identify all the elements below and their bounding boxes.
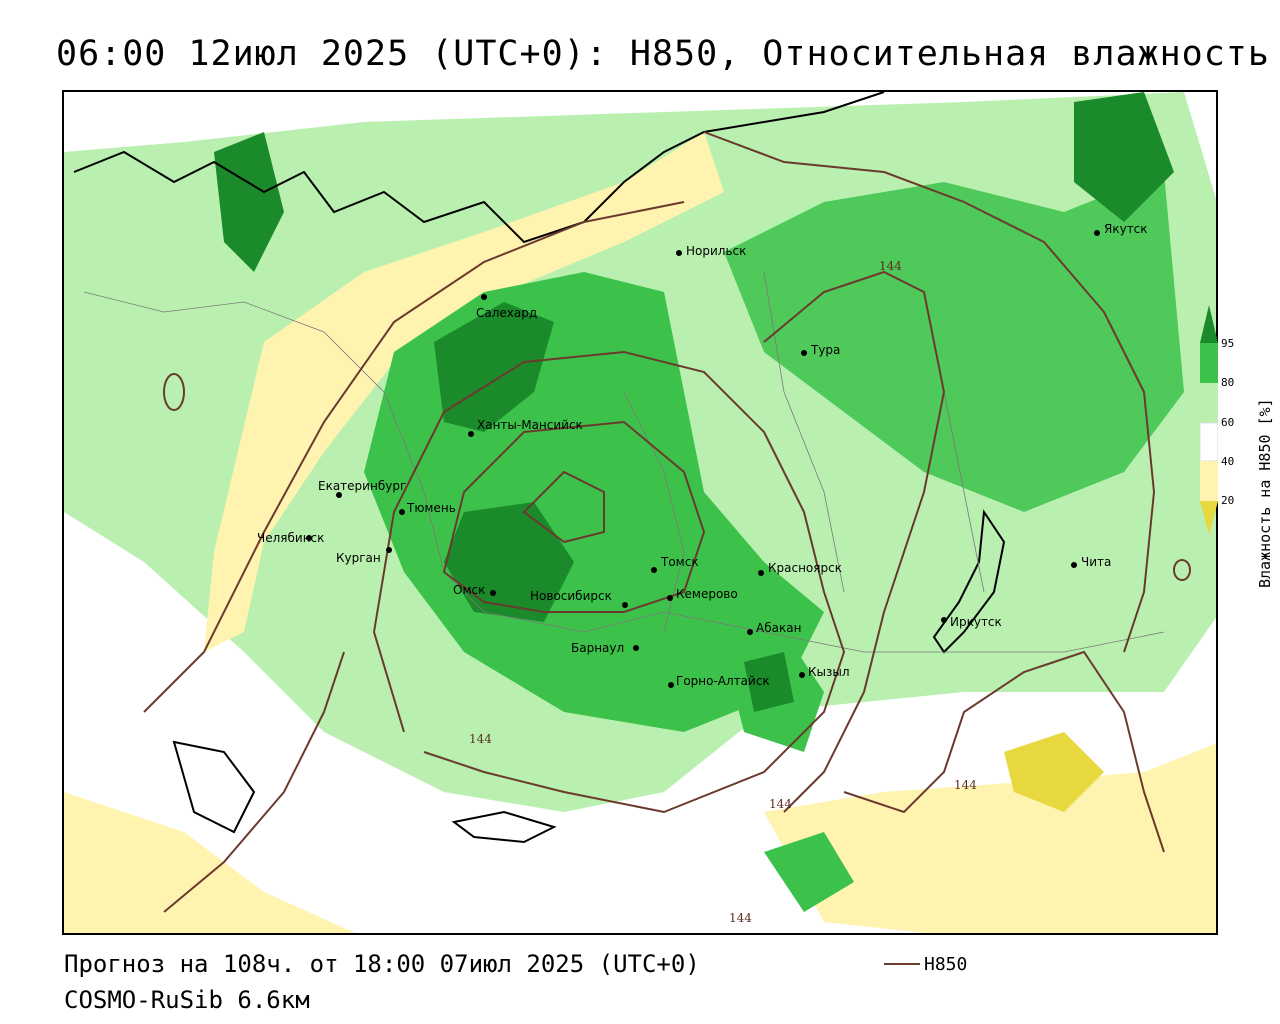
svg-text:Кемерово: Кемерово	[676, 587, 738, 601]
colorbar-title: Влажность на H850 [%]	[1256, 398, 1274, 588]
svg-text:Тюмень: Тюмень	[406, 501, 456, 515]
map-area: 144 144 144 144 144 Норильск Якутск Сале…	[62, 90, 1218, 935]
svg-text:Кызыл: Кызыл	[808, 665, 850, 679]
city-barnaul: Барнаул	[571, 641, 639, 655]
h850-contour-east	[763, 270, 946, 813]
colorbar	[1199, 305, 1219, 535]
forecast-info: Прогноз на 108ч. от 18:00 07июл 2025 (UT…	[64, 950, 700, 978]
city-kurgan: Курган	[336, 547, 392, 565]
humidity-area-80-far-south	[764, 832, 854, 912]
dry-area-southeast	[764, 743, 1216, 933]
colorbar-tick-40: 40	[1221, 455, 1235, 468]
city-abakan: Абакан	[747, 621, 801, 635]
city-yekaterinburg: Екатеринбург	[318, 479, 406, 498]
svg-text:Норильск: Норильск	[686, 244, 746, 258]
colorbar-tick-80: 80	[1221, 376, 1235, 389]
city-krasnoyarsk: Красноярск	[758, 561, 842, 576]
dry-area-southwest	[64, 792, 356, 933]
svg-text:Новосибирск: Новосибирск	[530, 589, 612, 603]
humidity-area-95-northwest	[214, 132, 284, 272]
colorbar-tick-20: 20	[1221, 494, 1235, 507]
svg-text:Красноярск: Красноярск	[768, 561, 842, 575]
colorbar-tick-95: 95	[1221, 337, 1235, 350]
svg-text:Омск: Омск	[453, 583, 485, 597]
colorbar-segment-40	[1200, 461, 1218, 501]
arctic-coastline	[73, 92, 885, 244]
h850-contour-north	[703, 131, 1156, 653]
colorbar-segment-50	[1199, 422, 1219, 462]
contour-label-4: 144	[954, 778, 977, 792]
contour-label-2: 144	[469, 732, 492, 746]
h850-contour-inner	[442, 420, 706, 613]
city-kyzyl: Кызыл	[799, 665, 850, 679]
colorbar-segment-80	[1200, 343, 1218, 383]
h850-contour-ring	[372, 350, 846, 814]
colorbar-segment-60	[1200, 383, 1218, 423]
svg-text:Ханты-Мансийск: Ханты-Мансийск	[477, 418, 583, 432]
city-gorno-altaysk: Горно-Алтайск	[668, 674, 770, 688]
h850-contour-southeast	[843, 650, 1165, 853]
svg-text:Чита: Чита	[1081, 555, 1111, 569]
dry-core-east	[1004, 732, 1104, 812]
balkhash-coast	[451, 810, 557, 844]
colorbar-tick-60: 60	[1221, 416, 1235, 429]
city-tura: Тура	[801, 343, 840, 357]
contour-label-5: 144	[729, 911, 752, 925]
city-tomsk: Томск	[651, 555, 699, 573]
h850-contour-low	[522, 470, 605, 544]
city-kemerovo: Кемерово	[667, 587, 738, 601]
model-name: COSMO-RuSib 6.6км	[64, 986, 310, 1014]
city-norilsk: Норильск	[676, 244, 746, 258]
h850-contour-west	[143, 201, 685, 713]
humidity-map: 144 144 144 144 144 Норильск Якутск Сале…	[64, 92, 1216, 933]
region-borders	[83, 291, 1165, 653]
h850-contour-southwest	[163, 651, 345, 913]
city-salekhard: Салехард	[476, 294, 537, 320]
svg-text:Челябинск: Челябинск	[257, 531, 324, 545]
svg-text:Тура: Тура	[810, 343, 840, 357]
svg-text:Абакан: Абакан	[756, 621, 801, 635]
humidity-area-95-northeast	[1074, 92, 1174, 222]
svg-text:Барнаул: Барнаул	[571, 641, 624, 655]
svg-text:Томск: Томск	[660, 555, 699, 569]
colorbar-bottom-arrow	[1200, 501, 1218, 535]
city-omsk: Омск	[453, 583, 496, 597]
colorbar-top-arrow	[1200, 305, 1218, 343]
humidity-area-95-center	[444, 502, 574, 622]
contour-label-1: 144	[879, 259, 902, 273]
city-chita: Чита	[1071, 555, 1111, 569]
chart-title: 06:00 12июл 2025 (UTC+0): H850, Относите…	[56, 34, 1270, 74]
city-chelyabinsk: Челябинск	[257, 531, 324, 545]
svg-text:Салехард: Салехард	[476, 306, 537, 320]
legend-contour-label: H850	[924, 954, 968, 975]
city-irkutsk: Иркутск	[941, 615, 1002, 629]
humidity-area-95-altai	[744, 652, 794, 712]
svg-text:Иркутск: Иркутск	[950, 615, 1002, 629]
contour-label-3: 144	[769, 797, 792, 811]
h850-contour-small-1	[163, 373, 185, 411]
city-khanty-mansiysk: Ханты-Мансийск	[468, 418, 583, 437]
svg-text:Якутск: Якутск	[1104, 222, 1148, 236]
h850-contour-small-2	[1173, 559, 1191, 581]
city-novosibirsk: Новосибирск	[530, 589, 628, 608]
caspian-coast	[172, 740, 256, 834]
legend-contour-line	[884, 963, 920, 965]
svg-text:Екатеринбург: Екатеринбург	[318, 479, 406, 493]
svg-text:Курган: Курган	[336, 551, 381, 565]
svg-text:Горно-Алтайск: Горно-Алтайск	[676, 674, 770, 688]
city-tyumen: Тюмень	[399, 501, 456, 515]
humidity-area-80-north	[724, 172, 1184, 512]
dry-band-west	[204, 132, 724, 652]
city-yakutsk: Якутск	[1094, 222, 1148, 236]
